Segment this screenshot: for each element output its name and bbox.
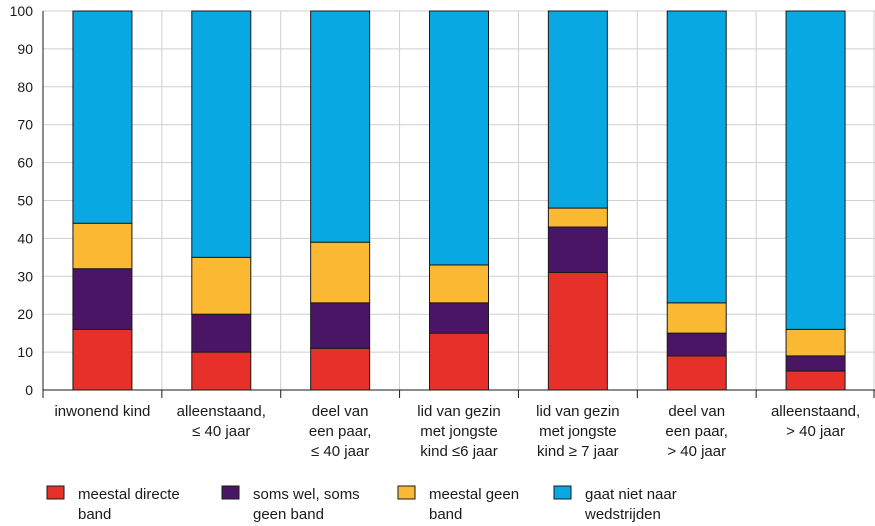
category-label-0: inwonend kind [54, 403, 150, 420]
category-label-4: lid van gezin met jongste kind ≥ 7 jaar [536, 403, 619, 460]
bar-segment-c5-s2 [666, 302, 727, 334]
y-tick-label-2: 20 [17, 306, 33, 322]
bar-segment-c6-s2 [785, 328, 846, 357]
legend-label-1: soms wel, soms geen band [253, 486, 360, 523]
bar-segment-c2-s0 [310, 347, 371, 391]
bar-segment-c0-s2 [72, 222, 133, 270]
bar-segment-c1-s0 [191, 351, 252, 391]
y-tick-labels: 0 10 20 30 40 50 60 70 80 90 100 [10, 3, 34, 398]
y-tick-label-1: 10 [17, 344, 33, 360]
bar-segment-c1-s3 [191, 10, 252, 258]
bar-segment-c2-s1 [310, 302, 371, 349]
legend-swatch-1 [221, 485, 240, 500]
bar-segment-c1-s1 [191, 313, 252, 353]
legend-label-0: meestal directe band [78, 486, 180, 523]
y-tick-label-5: 50 [17, 193, 33, 209]
category-labels: inwonend kind alleenstaand, ≤ 40 jaar deel … [54, 403, 860, 460]
legend-swatch-3 [553, 485, 572, 500]
bar-segment-c3-s2 [429, 264, 489, 304]
bar-segment-c5-s3 [666, 10, 727, 304]
bar-segment-c4-s3 [547, 10, 608, 209]
bar-segment-c3-s1 [429, 302, 489, 334]
y-tick-label-8: 80 [17, 79, 33, 95]
category-label-5: deel van een paar, > 40 jaar [665, 403, 728, 460]
bar-segment-c0-s0 [72, 328, 133, 391]
bar-segment-c5-s1 [666, 332, 727, 357]
category-label-6: alleenstaand, > 40 jaar [771, 403, 860, 440]
bar-segment-c4-s2 [547, 207, 608, 228]
bar-segment-c1-s2 [191, 256, 252, 315]
bar-segment-c3-s3 [429, 10, 489, 266]
legend-swatch-2 [397, 485, 416, 500]
legend-label-2: meestal geen band [429, 486, 519, 523]
bar-segment-c6-s3 [785, 10, 846, 330]
category-label-1: alleenstaand, ≤ 40 jaar [177, 403, 266, 440]
bar-segment-c3-s0 [429, 332, 489, 391]
bar-segment-c5-s0 [666, 355, 727, 391]
bar-segment-c0-s3 [72, 10, 133, 224]
bar-segment-c6-s0 [785, 370, 846, 391]
bar-segment-c2-s2 [310, 241, 371, 304]
legend-swatch-0 [46, 485, 65, 500]
legend: meestal directe band soms wel, soms geen ba… [46, 485, 677, 523]
y-tick-label-7: 70 [17, 117, 33, 133]
category-label-3: lid van gezin met jongste kind ≤6 jaar [417, 403, 500, 460]
y-tick-label-3: 30 [17, 268, 33, 284]
bar-segment-c6-s1 [785, 355, 846, 372]
y-tick-label-9: 90 [17, 41, 33, 57]
bar-segment-c4-s0 [547, 272, 608, 391]
legend-label-3: gaat niet naar wedstrijden [584, 486, 677, 523]
bar-segment-c4-s1 [547, 226, 608, 274]
y-tick-label-0: 0 [25, 382, 33, 398]
y-tick-label-6: 60 [17, 155, 33, 171]
category-label-2: deel van een paar, ≤ 40 jaar [309, 403, 372, 460]
y-tick-label-10: 100 [10, 3, 34, 19]
bars [72, 10, 846, 391]
bar-segment-c2-s3 [310, 10, 371, 243]
bar-segment-c0-s1 [72, 268, 133, 330]
y-tick-label-4: 40 [17, 230, 33, 246]
axes [42, 11, 875, 398]
